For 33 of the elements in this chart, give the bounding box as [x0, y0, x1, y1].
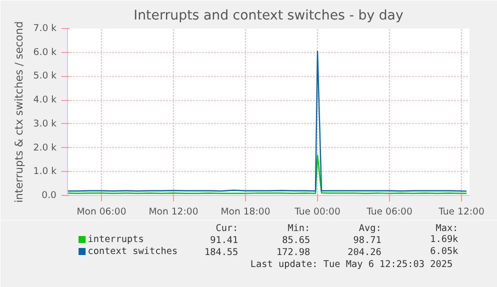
- chart-title: Interrupts and context switches - by day: [134, 8, 404, 24]
- y-tick-label: 5.0 k: [33, 70, 58, 82]
- y-tick-label: 4.0 k: [33, 94, 58, 106]
- legend-label: context switches: [88, 246, 178, 257]
- text: Max:: [436, 223, 458, 234]
- line-series: [68, 154, 468, 194]
- x-tick-label: Mon 06:00: [76, 206, 126, 218]
- y-tick-label: 1.0 k: [33, 166, 58, 178]
- x-tick-label: Tue 00:00: [294, 206, 340, 218]
- text: 1.69k: [430, 234, 459, 245]
- text: 204.26: [348, 247, 382, 258]
- text: Cur:: [216, 223, 238, 234]
- x-tick-label: Tue 06:00: [366, 206, 412, 218]
- y-tick-label: 3.0 k: [33, 118, 58, 130]
- y-axis-title: interrupts & ctx switches / second: [12, 21, 26, 203]
- text: Last update: Tue May 6 12:25:03 2025: [250, 259, 453, 270]
- line-series: [68, 50, 468, 192]
- text: Avg:: [358, 223, 382, 234]
- text: Min:: [288, 223, 310, 234]
- y-tick-label: 2.0 k: [33, 142, 58, 154]
- text: 184.55: [204, 247, 238, 258]
- y-tick-label: 0.0: [42, 190, 57, 201]
- text: 91.41: [210, 235, 238, 246]
- x-tick-label: Tue 12:00: [438, 206, 484, 218]
- legend-label: interrupts: [88, 234, 144, 245]
- text: 6.05k: [430, 246, 459, 257]
- y-tick-label: 6.0 k: [33, 46, 58, 58]
- text: 85.65: [282, 235, 310, 246]
- text: 172.98: [276, 247, 311, 258]
- y-tick-label: 7.0 k: [33, 23, 58, 34]
- text: 98.71: [353, 235, 382, 246]
- x-tick-label: Mon 12:00: [148, 206, 198, 218]
- x-tick-label: Mon 18:00: [220, 206, 270, 218]
